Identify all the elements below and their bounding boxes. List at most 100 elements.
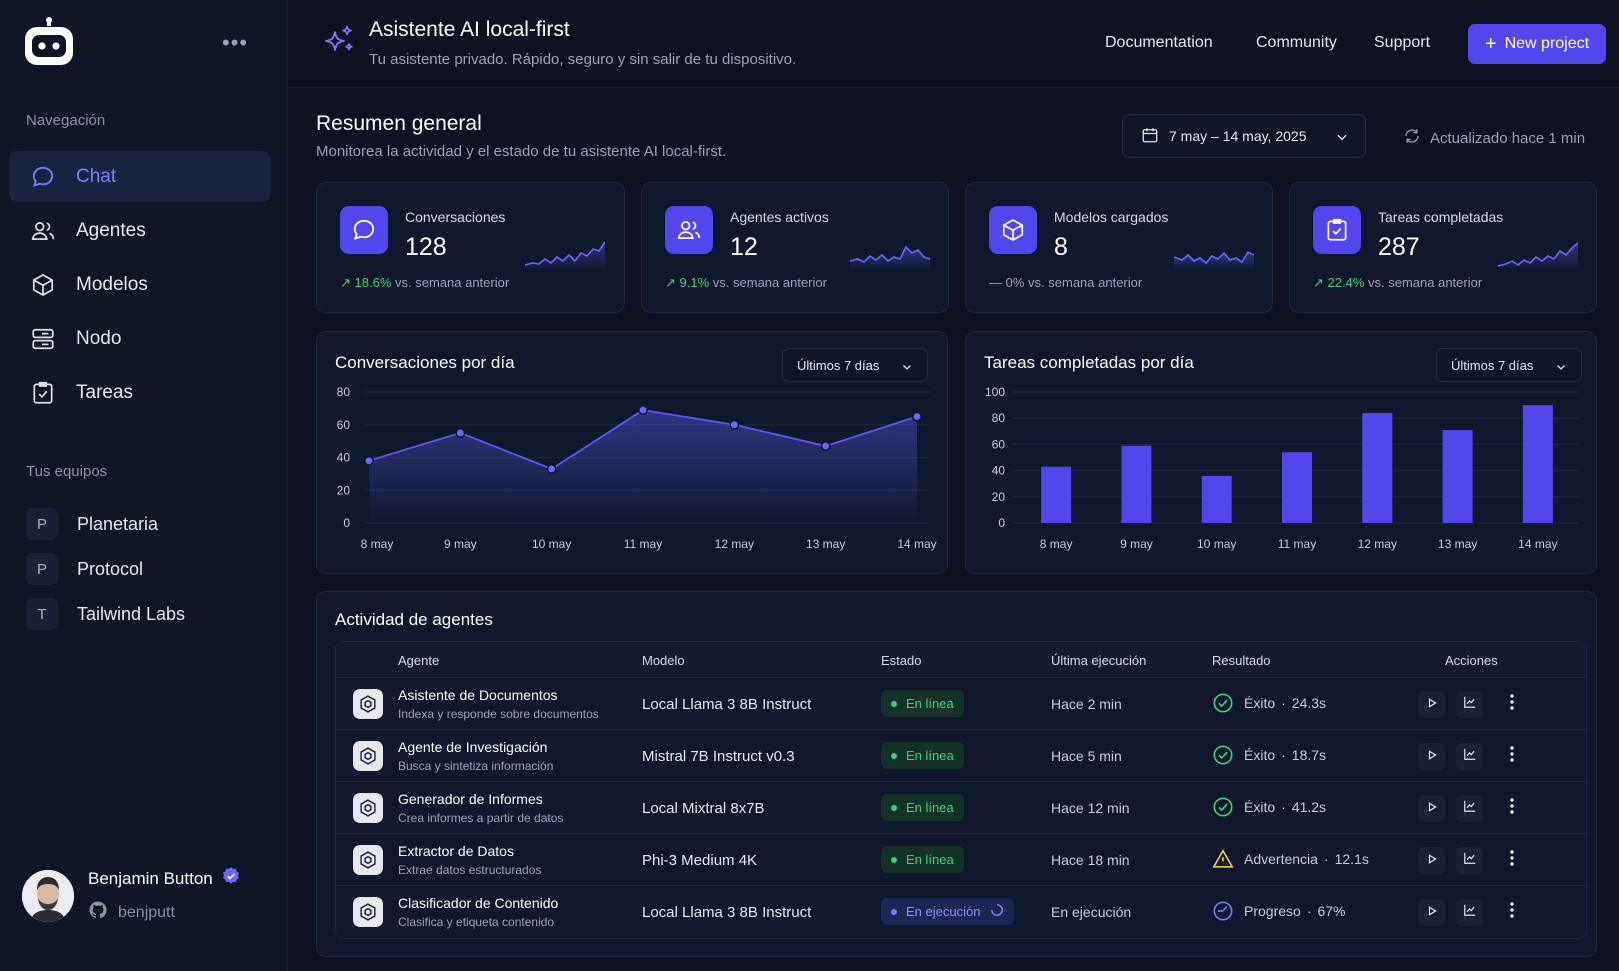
plus-icon: + xyxy=(1484,33,1497,55)
sparkline xyxy=(1174,250,1254,271)
stat-delta: ↗ 9.1% vs. semana anterior xyxy=(665,275,827,291)
run-button[interactable] xyxy=(1418,847,1445,874)
community-link[interactable]: Community xyxy=(1256,34,1337,51)
stat-value: 287 xyxy=(1378,233,1420,261)
nav-label: Tareas xyxy=(76,381,134,403)
agent-hexagon-icon xyxy=(353,897,383,927)
team-name: Protocol xyxy=(77,558,144,579)
stat-value: 12 xyxy=(730,233,758,261)
select-value: Últimos 7 días xyxy=(1451,357,1534,373)
result-text: Progreso xyxy=(1244,903,1301,919)
conversations-chart-card: 0 20 40 60 80 8 may 9 may 10 may 11 may 12 may 13 … xyxy=(316,331,948,574)
bar xyxy=(1121,445,1152,523)
result: Éxito · 18.7s xyxy=(1212,744,1326,766)
page-subtitle: Monitorea la actividad y el estado de tu… xyxy=(316,143,727,160)
support-link[interactable]: Support xyxy=(1374,34,1431,51)
bar xyxy=(1041,466,1072,523)
more-options-icon[interactable]: ••• xyxy=(222,30,249,55)
col-modelo: Modelo xyxy=(642,653,685,668)
stat-label: Agentes activos xyxy=(730,209,829,225)
nav-item-modelos[interactable]: Modelos xyxy=(9,259,270,310)
stat-label: Tareas completadas xyxy=(1378,209,1504,225)
kebab-icon xyxy=(1510,693,1514,715)
agent-hexagon-icon xyxy=(353,689,383,719)
chat-icon xyxy=(340,206,388,254)
date-range-picker[interactable]: 7 may – 14 may, 2025 xyxy=(1122,114,1366,158)
nav-item-tareas[interactable]: Tareas xyxy=(9,367,270,418)
more-actions-button[interactable] xyxy=(1502,900,1522,924)
y-tick-label: 80 xyxy=(337,385,351,399)
trend-flat-icon: — xyxy=(989,275,1006,290)
y-tick-label: 20 xyxy=(992,490,1006,504)
team-tailwind-labs[interactable]: T Tailwind Labs xyxy=(26,597,266,631)
range-select[interactable]: Últimos 7 días xyxy=(782,348,928,382)
y-tick-label: 0 xyxy=(343,516,350,530)
new-project-button[interactable]: + New project xyxy=(1468,24,1606,64)
users-icon xyxy=(29,217,57,245)
agent-name: Extractor de Datos xyxy=(398,843,514,859)
check-circle-icon xyxy=(1212,796,1234,818)
nav-item-agentes[interactable]: Agentes xyxy=(9,205,270,256)
user-name: Benjamin Button xyxy=(88,868,213,888)
result: Progreso · 67% xyxy=(1212,900,1346,922)
bar xyxy=(1442,429,1473,523)
metrics-button[interactable] xyxy=(1456,743,1483,770)
team-protocol[interactable]: P Protocol xyxy=(26,552,266,586)
cube-icon xyxy=(29,271,57,299)
metrics-button[interactable] xyxy=(1456,795,1483,822)
run-button[interactable] xyxy=(1418,691,1445,718)
agent-activity-card: Actividad de agentes Agente Modelo Estad… xyxy=(316,591,1597,957)
run-button[interactable] xyxy=(1418,795,1445,822)
metrics-button[interactable] xyxy=(1456,847,1483,874)
result: Éxito · 24.3s xyxy=(1212,692,1326,714)
robot-logo-icon[interactable] xyxy=(24,17,74,67)
y-tick-label: 0 xyxy=(998,516,1005,530)
kebab-icon xyxy=(1510,797,1514,819)
nav-section-label: Navegación xyxy=(26,112,106,129)
page-title: Resumen general xyxy=(316,112,482,135)
team-planetaria[interactable]: P Planetaria xyxy=(26,507,266,541)
x-tick-label: 12 may xyxy=(715,537,754,551)
progress-gauge-icon xyxy=(1212,900,1234,922)
data-point xyxy=(638,405,648,415)
run-button[interactable] xyxy=(1418,743,1445,770)
status-text: En línea xyxy=(906,852,954,867)
more-actions-button[interactable] xyxy=(1502,848,1522,872)
chevron-down-icon xyxy=(901,361,913,376)
result-value: 18.7s xyxy=(1291,747,1327,763)
more-actions-button[interactable] xyxy=(1502,796,1522,820)
y-tick-label: 60 xyxy=(337,418,351,432)
user-profile[interactable]: Benjamin Button benjputt xyxy=(22,866,241,925)
main-nav: Chat Agentes Modelos Nodo Tareas xyxy=(9,151,270,421)
col-agente: Agente xyxy=(398,653,440,668)
status-badge: En línea xyxy=(881,690,964,717)
status-badge: En línea xyxy=(881,794,964,821)
stat-label: Conversaciones xyxy=(405,209,506,225)
data-point xyxy=(729,419,740,430)
documentation-link[interactable]: Documentation xyxy=(1105,34,1213,51)
stat-card-agentes-activos: Agentes activos 12 ↗ 9.1% vs. semana ant… xyxy=(641,182,949,313)
result-value: 41.2s xyxy=(1291,799,1327,815)
delta-percent: 0% xyxy=(1005,275,1025,290)
result-value: 12.1s xyxy=(1334,851,1369,867)
status-dot xyxy=(891,752,897,759)
agent-name: Agente de Investigación xyxy=(398,739,548,755)
data-point xyxy=(820,441,831,451)
line-chart-icon xyxy=(1463,695,1477,714)
bar xyxy=(1201,475,1232,523)
run-button[interactable] xyxy=(1418,899,1445,926)
sparkline xyxy=(1498,242,1578,271)
nav-item-chat[interactable]: Chat xyxy=(9,151,270,202)
app-subtitle: Tu asistente privado. Rápido, seguro y s… xyxy=(369,51,797,68)
more-actions-button[interactable] xyxy=(1502,692,1522,716)
refresh-icon xyxy=(1403,127,1421,149)
nav-item-nodo[interactable]: Nodo xyxy=(9,313,270,364)
x-tick-label: 13 may xyxy=(1438,537,1477,551)
metrics-button[interactable] xyxy=(1456,691,1483,718)
chevron-down-icon xyxy=(1335,130,1349,147)
range-select[interactable]: Últimos 7 días xyxy=(1436,348,1582,382)
more-actions-button[interactable] xyxy=(1502,744,1522,768)
table-row: Extractor de Datos Extrae datos estructu… xyxy=(336,834,1586,886)
metrics-button[interactable] xyxy=(1456,899,1483,926)
refresh-status[interactable]: Actualizado hace 1 min xyxy=(1403,127,1585,149)
